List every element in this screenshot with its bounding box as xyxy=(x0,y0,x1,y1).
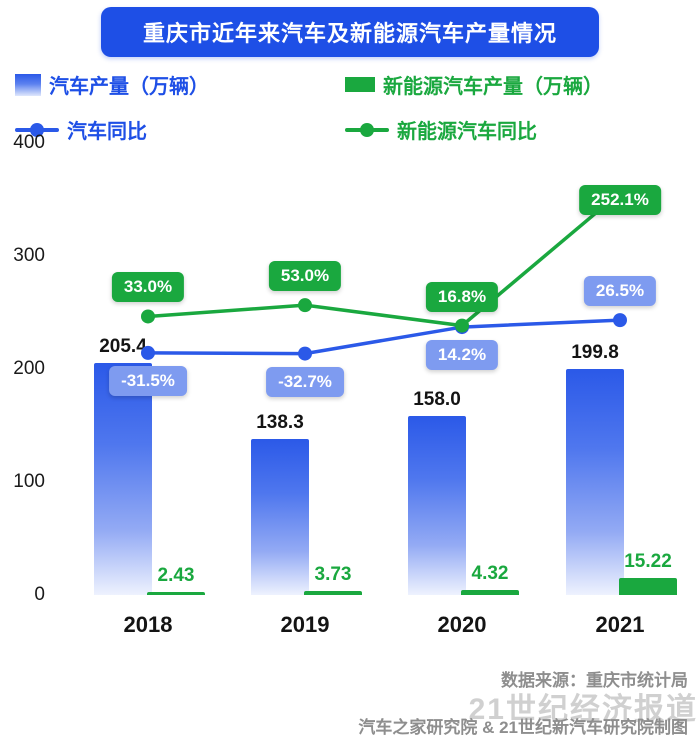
bar-nev-2019 xyxy=(304,590,362,595)
green-yoy-point-2018 xyxy=(141,309,155,324)
footer: 数据来源：重庆市统计局 汽车之家研究院 & 21世纪新汽车研究院制图 xyxy=(358,666,688,738)
blue-yoy-point-2021 xyxy=(613,313,627,328)
bar-auto-2020 xyxy=(408,416,466,595)
legend-label-nev-production: 新能源汽车产量（万辆） xyxy=(383,76,603,98)
legend-label-nev-yoy: 新能源汽车同比 xyxy=(397,121,537,143)
page-title-text: 重庆市近年来汽车及新能源汽车产量情况 xyxy=(142,21,558,46)
green-bar-swatch-icon xyxy=(345,77,375,92)
bar-auto-2019 xyxy=(251,438,309,595)
bar-auto-value-2021: 199.8 xyxy=(571,342,619,364)
legend-item-nev-production: 新能源汽车产量（万辆） xyxy=(345,70,603,99)
blue-yoy-label-2020: 14.2% xyxy=(425,340,499,371)
y-axis-label-300: 300 xyxy=(13,245,45,266)
green-yoy-point-2020 xyxy=(455,318,469,333)
y-axis-label-100: 100 xyxy=(13,471,45,492)
blue-bar-swatch-icon xyxy=(15,73,41,96)
green-yoy-label-2019: 53.0% xyxy=(268,261,342,292)
green-yoy-label-2021: 252.1% xyxy=(579,184,661,215)
bar-nev-value-2018: 2.43 xyxy=(157,565,195,586)
bar-nev-value-2019: 3.73 xyxy=(314,563,352,585)
bar-nev-2020 xyxy=(461,590,519,595)
bar-nev-2021 xyxy=(619,577,677,595)
x-axis-label-2019: 2019 xyxy=(280,612,330,637)
blue-yoy-line xyxy=(147,318,621,356)
blue-yoy-point-2019 xyxy=(298,346,312,361)
credit-text: 汽车之家研究院 & 21世纪新汽车研究院制图 xyxy=(358,718,688,737)
y-axis-label-0: 0 xyxy=(34,584,45,605)
bar-auto-value-2018: 205.4 xyxy=(99,335,147,357)
green-yoy-label-2020: 16.8% xyxy=(425,281,499,312)
chart-area: 0 100 200 300 400 205.4 138.3 158.0 199.8 2.43 3.7… xyxy=(0,130,700,660)
green-yoy-line xyxy=(147,191,622,328)
green-yoy-point-2019 xyxy=(298,298,312,313)
green-line-swatch-icon xyxy=(345,122,389,137)
bar-auto-value-2019: 138.3 xyxy=(256,411,304,433)
x-axis-label-2020: 2020 xyxy=(437,612,487,637)
bar-auto-2021 xyxy=(566,369,624,595)
legend: 汽车产量（万辆） 新能源汽车产量（万辆） 汽车同比 新能源汽车同比 xyxy=(15,70,603,144)
green-yoy-label-2018: 33.0% xyxy=(111,272,185,303)
watermark: 21世纪经济报道 xyxy=(468,693,698,726)
y-axis-label-400: 400 xyxy=(13,132,45,153)
x-axis-label-2018: 2018 xyxy=(123,612,173,637)
blue-yoy-label-2018: -31.5% xyxy=(109,365,187,396)
y-axis-label-200: 200 xyxy=(13,358,45,379)
bar-auto-value-2020: 158.0 xyxy=(413,389,461,411)
yoy-lines xyxy=(141,185,627,361)
legend-item-auto-production: 汽车产量（万辆） xyxy=(15,70,345,99)
blue-line-swatch-icon xyxy=(15,122,59,137)
page-title: 重庆市近年来汽车及新能源汽车产量情况 xyxy=(100,7,600,57)
bar-nev-value-2021: 15.22 xyxy=(624,550,672,572)
bar-auto-2018 xyxy=(94,362,152,595)
legend-label-auto-yoy: 汽车同比 xyxy=(67,121,147,143)
data-source-text: 数据来源：重庆市统计局 xyxy=(501,671,688,690)
legend-label-auto-production: 汽车产量（万辆） xyxy=(49,76,209,98)
bar-nev-value-2020: 4.32 xyxy=(471,563,509,585)
bar-nev-2018 xyxy=(147,592,205,595)
blue-yoy-label-2019: -32.7% xyxy=(266,366,344,397)
blue-yoy-point-2018 xyxy=(141,345,155,360)
blue-yoy-label-2021: 26.5% xyxy=(583,276,657,307)
legend-item-auto-yoy: 汽车同比 xyxy=(15,115,345,144)
x-axis-label-2021: 2021 xyxy=(595,612,645,637)
legend-item-nev-yoy: 新能源汽车同比 xyxy=(345,115,603,144)
